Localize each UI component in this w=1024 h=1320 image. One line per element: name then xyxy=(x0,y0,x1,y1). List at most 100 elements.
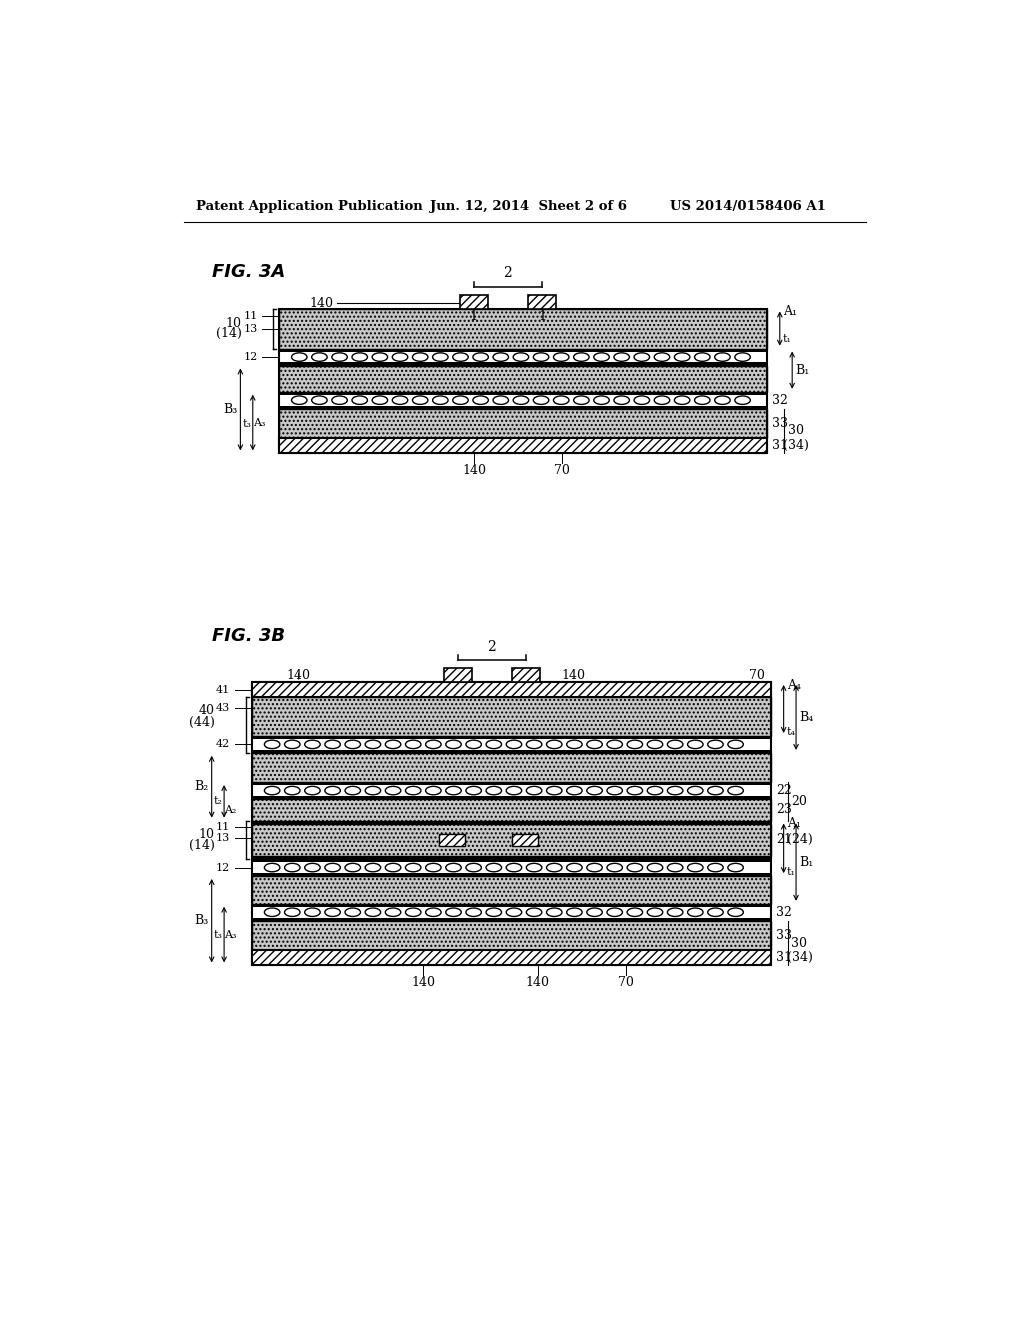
Bar xyxy=(252,950,771,965)
Ellipse shape xyxy=(305,741,321,748)
Text: (14): (14) xyxy=(216,327,242,339)
Ellipse shape xyxy=(607,908,623,916)
Text: 11: 11 xyxy=(216,822,230,832)
Text: 140: 140 xyxy=(287,668,310,681)
Ellipse shape xyxy=(305,787,321,795)
Ellipse shape xyxy=(594,396,609,404)
Text: 70: 70 xyxy=(617,975,634,989)
Ellipse shape xyxy=(406,863,421,871)
Text: Patent Application Publication: Patent Application Publication xyxy=(197,201,423,214)
Ellipse shape xyxy=(453,352,468,362)
Ellipse shape xyxy=(285,908,300,916)
Text: 31: 31 xyxy=(772,440,788,453)
Bar xyxy=(439,834,465,846)
Ellipse shape xyxy=(715,352,730,362)
Bar xyxy=(252,876,771,904)
Text: 32: 32 xyxy=(776,906,792,919)
Ellipse shape xyxy=(647,863,663,871)
Text: 23: 23 xyxy=(776,804,792,816)
Bar xyxy=(280,409,767,438)
Ellipse shape xyxy=(392,396,408,404)
Ellipse shape xyxy=(547,908,562,916)
Ellipse shape xyxy=(547,863,562,871)
Ellipse shape xyxy=(607,741,623,748)
Bar xyxy=(280,348,767,351)
Bar xyxy=(252,750,771,752)
Ellipse shape xyxy=(587,741,602,748)
Text: 31: 31 xyxy=(776,952,792,964)
Text: 40: 40 xyxy=(199,705,215,717)
Text: 2: 2 xyxy=(487,640,497,653)
Ellipse shape xyxy=(687,741,703,748)
Text: 42: 42 xyxy=(216,739,230,750)
Ellipse shape xyxy=(372,396,388,404)
Ellipse shape xyxy=(735,396,751,404)
Ellipse shape xyxy=(506,863,521,871)
Ellipse shape xyxy=(285,863,300,871)
Ellipse shape xyxy=(332,396,347,404)
Text: 13: 13 xyxy=(243,323,257,334)
Text: US 2014/0158406 A1: US 2014/0158406 A1 xyxy=(671,201,826,214)
Ellipse shape xyxy=(554,352,569,362)
Bar xyxy=(252,752,771,781)
Ellipse shape xyxy=(325,741,340,748)
Text: 22: 22 xyxy=(776,784,792,797)
Text: 1: 1 xyxy=(454,684,462,697)
Ellipse shape xyxy=(366,863,381,871)
Bar xyxy=(280,366,767,392)
Text: B₂: B₂ xyxy=(195,780,209,793)
Bar xyxy=(252,781,771,785)
Ellipse shape xyxy=(728,908,743,916)
Ellipse shape xyxy=(406,787,421,795)
Text: 41: 41 xyxy=(216,685,230,694)
Text: (34): (34) xyxy=(783,440,809,453)
Ellipse shape xyxy=(426,787,441,795)
Text: B₄: B₄ xyxy=(799,711,813,723)
Ellipse shape xyxy=(285,787,300,795)
Ellipse shape xyxy=(325,908,340,916)
Text: 33: 33 xyxy=(776,929,792,942)
Ellipse shape xyxy=(406,908,421,916)
Bar xyxy=(444,668,472,682)
Ellipse shape xyxy=(486,908,502,916)
Bar xyxy=(252,857,771,859)
Ellipse shape xyxy=(466,741,481,748)
Ellipse shape xyxy=(614,396,630,404)
Ellipse shape xyxy=(486,741,502,748)
Ellipse shape xyxy=(614,352,630,362)
Bar xyxy=(252,682,771,965)
Ellipse shape xyxy=(426,908,441,916)
Ellipse shape xyxy=(325,787,340,795)
Ellipse shape xyxy=(566,908,583,916)
Bar xyxy=(252,917,771,921)
Ellipse shape xyxy=(352,396,368,404)
Bar xyxy=(252,821,771,824)
Ellipse shape xyxy=(708,863,723,871)
Bar xyxy=(252,737,771,739)
Ellipse shape xyxy=(647,908,663,916)
Text: A₄: A₄ xyxy=(786,678,801,692)
Bar xyxy=(280,405,767,409)
Ellipse shape xyxy=(305,908,321,916)
Ellipse shape xyxy=(566,741,583,748)
Ellipse shape xyxy=(728,787,743,795)
Ellipse shape xyxy=(715,396,730,404)
Ellipse shape xyxy=(587,908,602,916)
Ellipse shape xyxy=(445,863,461,871)
Ellipse shape xyxy=(607,787,623,795)
Ellipse shape xyxy=(311,396,328,404)
Bar xyxy=(280,392,767,395)
Ellipse shape xyxy=(513,352,528,362)
Ellipse shape xyxy=(554,396,569,404)
Ellipse shape xyxy=(566,863,583,871)
Ellipse shape xyxy=(634,396,649,404)
Text: B₃: B₃ xyxy=(195,915,209,927)
Bar xyxy=(252,796,771,799)
Ellipse shape xyxy=(506,787,521,795)
Text: 10: 10 xyxy=(226,317,242,330)
Bar xyxy=(460,294,487,309)
Ellipse shape xyxy=(311,352,328,362)
Ellipse shape xyxy=(587,863,602,871)
Ellipse shape xyxy=(413,396,428,404)
Text: 30: 30 xyxy=(792,936,807,949)
